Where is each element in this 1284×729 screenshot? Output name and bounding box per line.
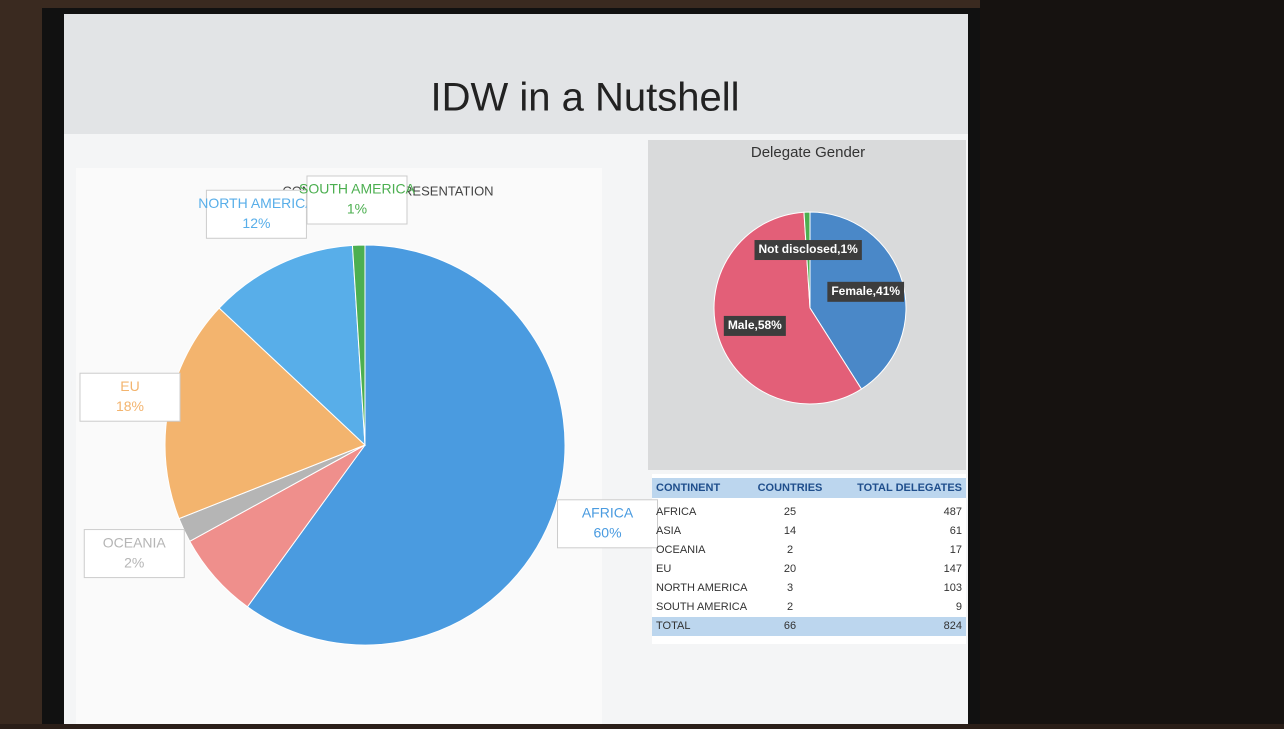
value-label: Female,41% (831, 284, 900, 298)
slice-label: EU (120, 378, 139, 394)
value-label: 60% (594, 525, 622, 541)
page: IDW in a Nutshell CONTINENTAL REPRESENTA… (0, 0, 1284, 724)
table-cell: 2 (787, 544, 793, 556)
table-cell: EU (656, 563, 671, 575)
slice-label: AFRICA (582, 505, 634, 521)
slice-label: OCEANIA (103, 534, 167, 550)
table-cell: 147 (944, 563, 962, 575)
table-header: CONTINENT (656, 482, 720, 494)
photo: IDW in a Nutshell CONTINENTAL REPRESENTA… (0, 0, 1284, 724)
table-cell: 25 (784, 506, 796, 518)
value-label: 18% (116, 398, 144, 414)
dark-room (980, 0, 1284, 724)
table-cell: 14 (784, 525, 796, 537)
slice-label: SOUTH AMERICA (299, 181, 416, 197)
table-total-bg (652, 617, 966, 636)
table-cell: AFRICA (656, 506, 697, 518)
slice-label: NORTH AMERICA (198, 195, 315, 211)
value-label: 12% (242, 215, 270, 231)
chart-title: Delegate Gender (751, 144, 865, 161)
table-cell: OCEANIA (656, 544, 706, 556)
table-cell: 103 (944, 582, 962, 594)
table-cell: TOTAL (656, 620, 690, 632)
table-header: TOTAL DELEGATES (857, 482, 962, 494)
table-cell: 61 (950, 525, 962, 537)
table-cell: 3 (787, 582, 793, 594)
table-cell: 66 (784, 620, 796, 632)
table-cell: 2 (787, 601, 793, 613)
table-cell: SOUTH AMERICA (656, 601, 748, 613)
value-label: 2% (124, 554, 144, 570)
table-cell: ASIA (656, 525, 682, 537)
table-cell: 20 (784, 563, 796, 575)
slide-title: IDW in a Nutshell (431, 76, 740, 120)
table-cell: 17 (950, 544, 962, 556)
table-header: COUNTRIES (758, 482, 823, 494)
table-cell: NORTH AMERICA (656, 582, 748, 594)
value-label: Male,58% (728, 318, 782, 332)
table-cell: 487 (944, 506, 962, 518)
value-label: Not disclosed,1% (758, 242, 858, 256)
value-label: 1% (347, 201, 367, 217)
table-cell: 824 (944, 620, 962, 632)
table-cell: 9 (956, 601, 962, 613)
